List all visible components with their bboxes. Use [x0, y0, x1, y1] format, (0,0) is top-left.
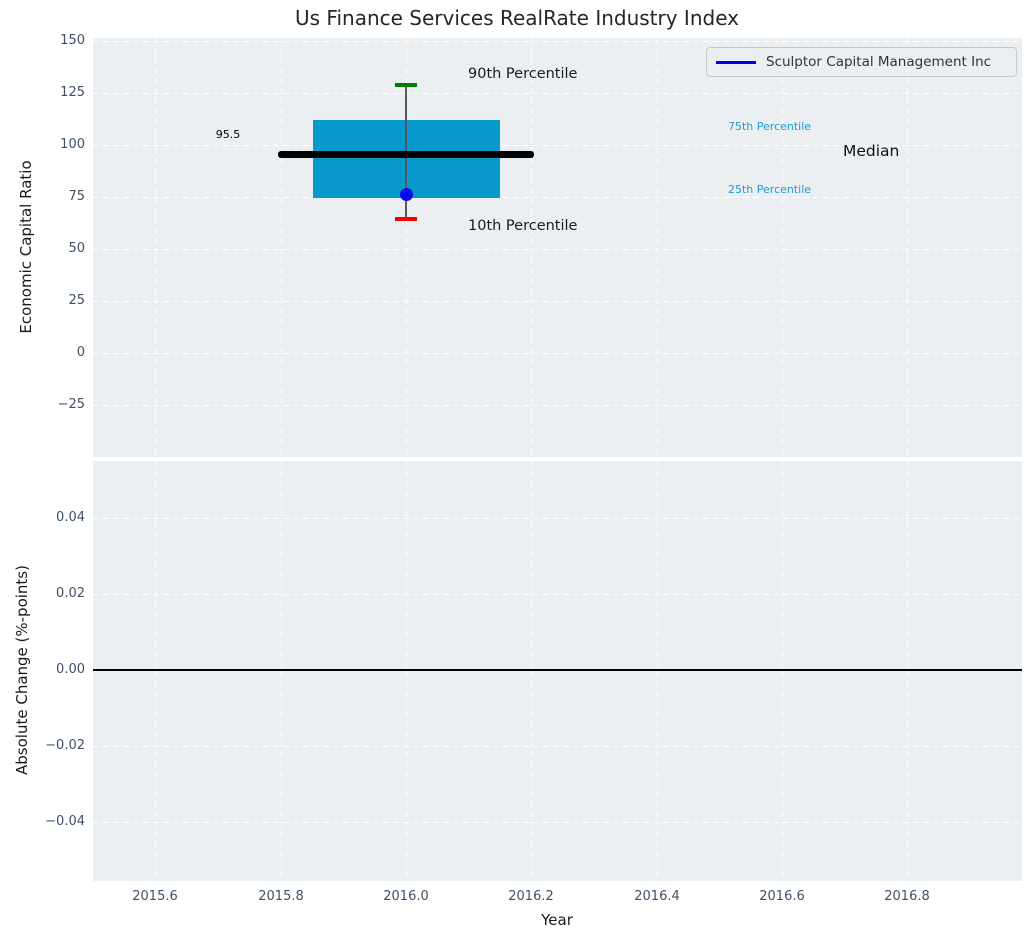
gridline	[907, 38, 908, 457]
y-tick-label: 0	[76, 345, 85, 360]
gridline	[93, 145, 1022, 146]
gridline	[531, 38, 532, 457]
bottom-axes	[93, 461, 1022, 881]
gridline	[657, 461, 658, 881]
y-tick-label: 125	[60, 85, 85, 100]
median-label: Median	[843, 142, 900, 160]
x-tick-label: 2016.6	[759, 889, 805, 904]
legend-line-sample	[716, 60, 756, 64]
gridline	[93, 822, 1022, 823]
x-tick-label: 2016.4	[634, 889, 680, 904]
y-tick-label: 50	[68, 241, 85, 256]
y-tick-label: −0.04	[45, 814, 85, 829]
p25-label: 25th Percentile	[728, 183, 812, 196]
gridline	[93, 301, 1022, 302]
p10-label: 10th Percentile	[468, 218, 578, 234]
gridline	[93, 41, 1022, 42]
x-tick-label: 2016.8	[884, 889, 930, 904]
median-line	[278, 151, 534, 158]
y-tick-label: −0.02	[45, 738, 85, 753]
median-value-label: 95.5	[215, 128, 241, 141]
p90-label: 90th Percentile	[468, 66, 578, 82]
chart-title: Us Finance Services RealRate Industry In…	[295, 6, 739, 30]
company-marker	[400, 188, 413, 201]
y-tick-label: 0.02	[56, 586, 85, 601]
p90-cap	[395, 83, 417, 87]
p75-label: 75th Percentile	[728, 120, 812, 133]
x-tick-label: 2015.6	[132, 889, 178, 904]
gridline	[907, 461, 908, 881]
gridline	[406, 461, 407, 881]
gridline	[657, 38, 658, 457]
legend: Sculptor Capital Management Inc	[706, 47, 1017, 77]
top-axes: 95.5 90th Percentile 10th Percentile 75t…	[93, 38, 1022, 457]
x-tick-label: 2016.2	[508, 889, 554, 904]
y-tick-label: 100	[60, 137, 85, 152]
gridline	[93, 353, 1022, 354]
gridline	[155, 38, 156, 457]
gridline	[93, 405, 1022, 406]
zero-line	[93, 669, 1022, 671]
legend-label: Sculptor Capital Management Inc	[766, 54, 992, 70]
gridline	[93, 746, 1022, 747]
y-tick-label: 75	[68, 189, 85, 204]
gridline	[93, 518, 1022, 519]
gridline	[281, 38, 282, 457]
x-tick-label: 2016.0	[383, 889, 429, 904]
gridline	[93, 93, 1022, 94]
gridline	[93, 249, 1022, 250]
gridline	[406, 38, 407, 457]
y-tick-label: 0.00	[56, 662, 85, 677]
x-tick-label: 2015.8	[258, 889, 304, 904]
gridline	[93, 594, 1022, 595]
y-tick-label: −25	[57, 397, 85, 412]
gridline	[281, 461, 282, 881]
y-tick-label: 25	[68, 293, 85, 308]
y-tick-label: 0.04	[56, 510, 85, 525]
gridline	[782, 38, 783, 457]
x-axis-label: Year	[541, 911, 573, 929]
gridline	[531, 461, 532, 881]
gridline	[93, 197, 1022, 198]
gridline	[782, 461, 783, 881]
p10-cap	[395, 217, 417, 221]
gridline	[155, 461, 156, 881]
y-tick-label: 150	[60, 33, 85, 48]
